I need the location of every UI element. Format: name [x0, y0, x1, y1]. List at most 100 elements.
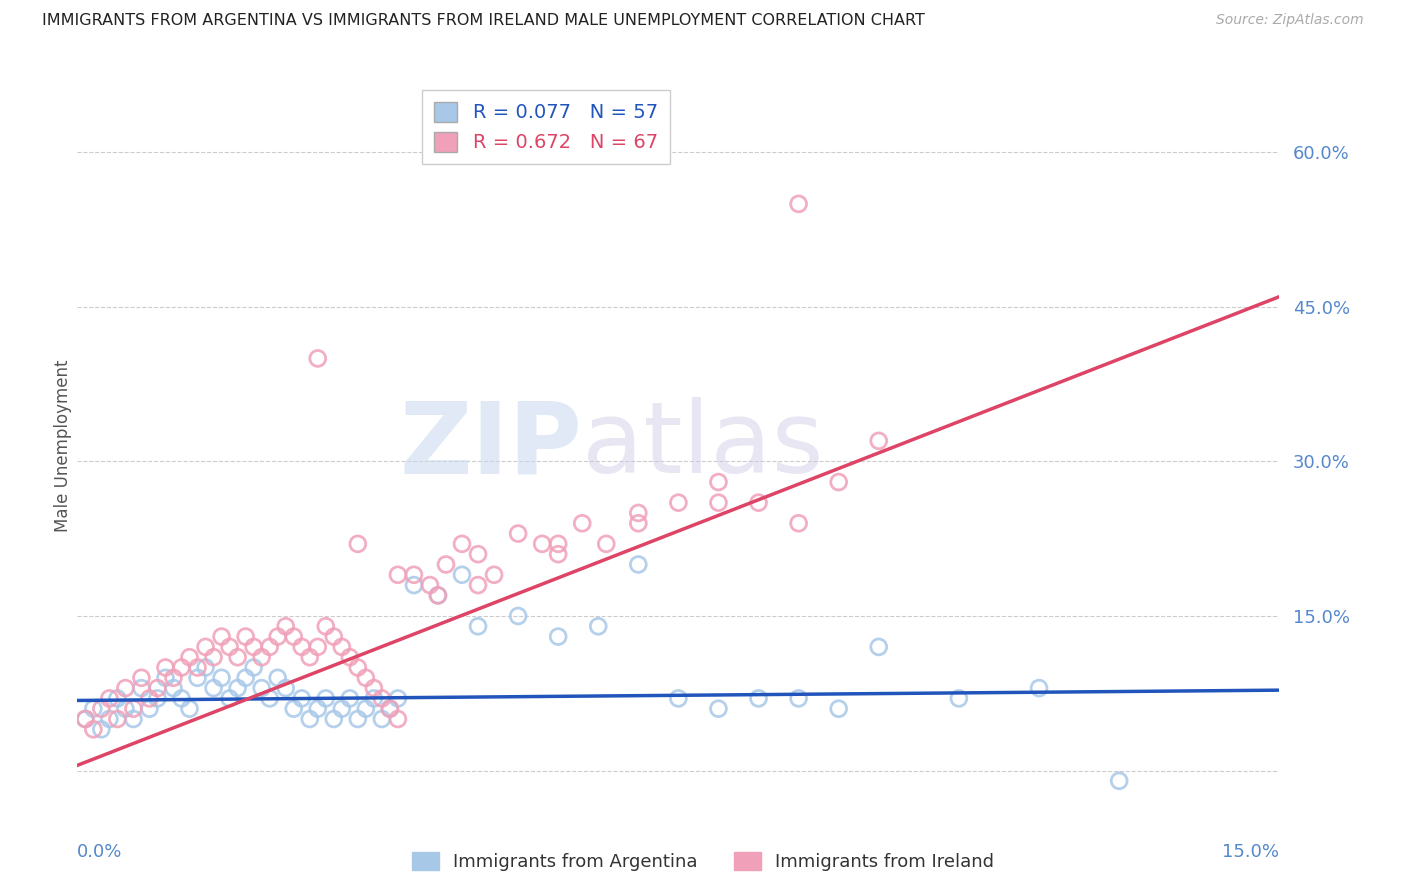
Point: [451, 567, 474, 582]
Text: ZIP: ZIP: [399, 398, 582, 494]
Point: [98, 691, 121, 706]
Point: [322, 712, 344, 726]
Point: [107, 712, 129, 726]
Point: [467, 547, 489, 561]
Point: [138, 702, 160, 716]
Point: [138, 691, 160, 706]
Point: [155, 660, 177, 674]
Point: [211, 671, 233, 685]
Point: [211, 630, 233, 644]
Point: [90, 723, 112, 737]
Point: [322, 630, 344, 644]
Point: [187, 660, 209, 674]
Point: [387, 691, 409, 706]
Point: [274, 681, 297, 695]
Point: [235, 671, 257, 685]
Point: [283, 630, 305, 644]
Point: [98, 712, 121, 726]
Point: [131, 681, 153, 695]
Point: [242, 660, 264, 674]
Point: [363, 691, 385, 706]
Point: [202, 650, 225, 665]
Point: [451, 537, 474, 551]
Point: [547, 537, 569, 551]
Point: [868, 434, 890, 448]
Point: [259, 691, 281, 706]
Point: [170, 691, 193, 706]
Point: [315, 691, 337, 706]
Point: [354, 671, 377, 685]
Point: [179, 702, 201, 716]
Point: [547, 630, 569, 644]
Point: [363, 681, 385, 695]
Point: [75, 712, 97, 726]
Point: [828, 475, 851, 489]
Point: [347, 537, 370, 551]
Point: [179, 650, 201, 665]
Point: [627, 558, 650, 572]
Text: 15.0%: 15.0%: [1222, 843, 1279, 861]
Point: [226, 681, 249, 695]
Point: [267, 671, 290, 685]
Point: [122, 702, 145, 716]
Point: [787, 516, 810, 531]
Point: [267, 630, 290, 644]
Point: [627, 516, 650, 531]
Point: [298, 650, 321, 665]
Point: [371, 691, 394, 706]
Point: [427, 588, 450, 602]
Point: [402, 567, 425, 582]
Legend: R = 0.077   N = 57, R = 0.672   N = 67: R = 0.077 N = 57, R = 0.672 N = 67: [422, 90, 669, 164]
Point: [218, 640, 240, 654]
Point: [250, 650, 273, 665]
Point: [307, 351, 329, 366]
Legend: Immigrants from Argentina, Immigrants from Ireland: Immigrants from Argentina, Immigrants fr…: [405, 845, 1001, 879]
Point: [114, 702, 136, 716]
Point: [162, 671, 184, 685]
Point: [748, 496, 770, 510]
Point: [467, 578, 489, 592]
Point: [419, 578, 441, 592]
Point: [427, 588, 450, 602]
Point: [146, 681, 169, 695]
Point: [482, 567, 505, 582]
Point: [668, 496, 690, 510]
Point: [378, 702, 401, 716]
Point: [948, 691, 970, 706]
Point: [82, 723, 104, 737]
Point: [547, 547, 569, 561]
Point: [467, 619, 489, 633]
Text: Source: ZipAtlas.com: Source: ZipAtlas.com: [1216, 13, 1364, 28]
Point: [114, 681, 136, 695]
Point: [1028, 681, 1050, 695]
Point: [531, 537, 554, 551]
Text: IMMIGRANTS FROM ARGENTINA VS IMMIGRANTS FROM IRELAND MALE UNEMPLOYMENT CORRELATI: IMMIGRANTS FROM ARGENTINA VS IMMIGRANTS …: [42, 13, 925, 29]
Point: [274, 619, 297, 633]
Point: [354, 702, 377, 716]
Point: [508, 609, 530, 624]
Point: [242, 640, 264, 654]
Point: [595, 537, 617, 551]
Point: [868, 640, 890, 654]
Text: atlas: atlas: [582, 398, 824, 494]
Point: [330, 640, 353, 654]
Point: [707, 496, 730, 510]
Point: [235, 630, 257, 644]
Point: [291, 640, 314, 654]
Point: [162, 681, 184, 695]
Point: [787, 691, 810, 706]
Point: [347, 660, 370, 674]
Point: [298, 712, 321, 726]
Point: [627, 506, 650, 520]
Point: [707, 702, 730, 716]
Point: [748, 691, 770, 706]
Point: [339, 691, 361, 706]
Point: [75, 712, 97, 726]
Point: [259, 640, 281, 654]
Y-axis label: Male Unemployment: Male Unemployment: [55, 359, 73, 533]
Point: [668, 691, 690, 706]
Point: [828, 702, 851, 716]
Point: [250, 681, 273, 695]
Point: [402, 578, 425, 592]
Point: [226, 650, 249, 665]
